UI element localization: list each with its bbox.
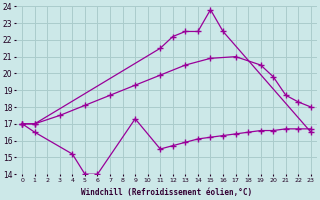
X-axis label: Windchill (Refroidissement éolien,°C): Windchill (Refroidissement éolien,°C) <box>81 188 252 197</box>
